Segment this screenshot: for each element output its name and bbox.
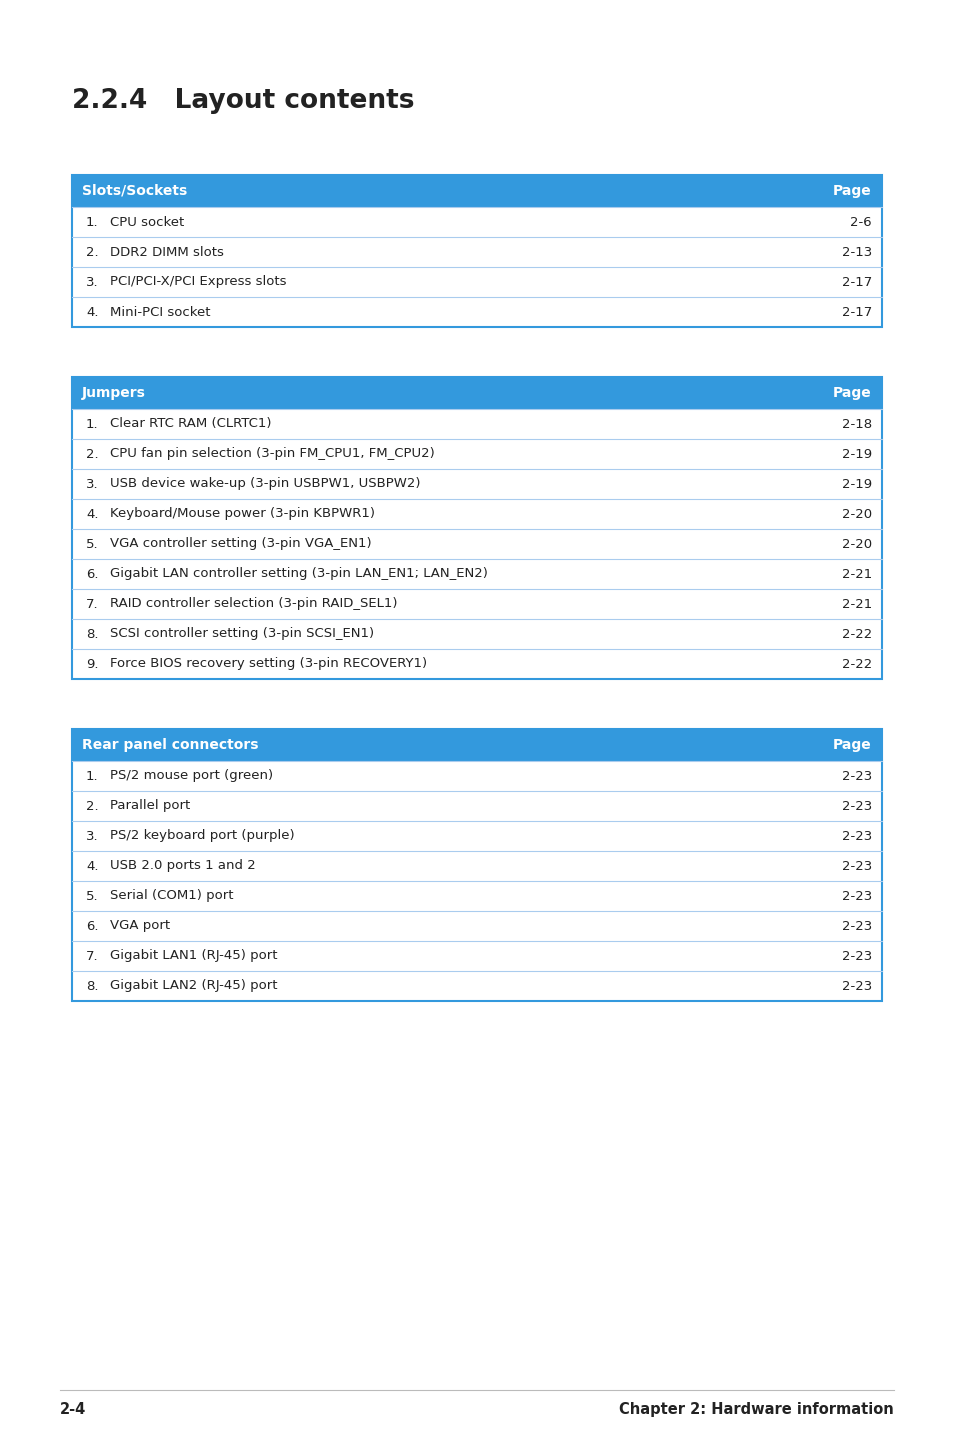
Text: 2.: 2. bbox=[86, 447, 98, 460]
Text: Gigabit LAN2 (RJ-45) port: Gigabit LAN2 (RJ-45) port bbox=[110, 979, 277, 992]
Text: Force BIOS recovery setting (3-pin RECOVERY1): Force BIOS recovery setting (3-pin RECOV… bbox=[110, 657, 427, 670]
Text: 2-21: 2-21 bbox=[841, 598, 871, 611]
Text: RAID controller selection (3-pin RAID_SEL1): RAID controller selection (3-pin RAID_SE… bbox=[110, 598, 397, 611]
Text: 4.: 4. bbox=[86, 508, 98, 521]
Bar bbox=[71, 729, 882, 1001]
Text: Chapter 2: Hardware information: Chapter 2: Hardware information bbox=[618, 1402, 893, 1416]
Text: 5.: 5. bbox=[86, 890, 98, 903]
Text: 2-4: 2-4 bbox=[60, 1402, 86, 1416]
Text: 2-22: 2-22 bbox=[841, 657, 871, 670]
Text: 2-20: 2-20 bbox=[841, 508, 871, 521]
Text: DDR2 DIMM slots: DDR2 DIMM slots bbox=[110, 246, 224, 259]
Bar bbox=[71, 729, 882, 761]
Text: Slots/Sockets: Slots/Sockets bbox=[82, 184, 187, 198]
Text: 2.: 2. bbox=[86, 800, 98, 812]
Text: Gigabit LAN controller setting (3-pin LAN_EN1; LAN_EN2): Gigabit LAN controller setting (3-pin LA… bbox=[110, 568, 487, 581]
Text: PCI/PCI-X/PCI Express slots: PCI/PCI-X/PCI Express slots bbox=[110, 276, 286, 289]
Text: USB 2.0 ports 1 and 2: USB 2.0 ports 1 and 2 bbox=[110, 860, 255, 873]
Text: 1.: 1. bbox=[86, 417, 98, 430]
Text: Parallel port: Parallel port bbox=[110, 800, 190, 812]
Text: Serial (COM1) port: Serial (COM1) port bbox=[110, 890, 233, 903]
Text: 7.: 7. bbox=[86, 598, 98, 611]
Text: 2-17: 2-17 bbox=[841, 305, 871, 318]
Text: VGA controller setting (3-pin VGA_EN1): VGA controller setting (3-pin VGA_EN1) bbox=[110, 538, 372, 551]
Text: 1.: 1. bbox=[86, 216, 98, 229]
Text: 3.: 3. bbox=[86, 276, 98, 289]
Text: VGA port: VGA port bbox=[110, 919, 170, 932]
Text: Clear RTC RAM (CLRTC1): Clear RTC RAM (CLRTC1) bbox=[110, 417, 272, 430]
Text: Page: Page bbox=[832, 385, 871, 400]
Text: Rear panel connectors: Rear panel connectors bbox=[82, 738, 258, 752]
Text: PS/2 keyboard port (purple): PS/2 keyboard port (purple) bbox=[110, 830, 294, 843]
Text: 3.: 3. bbox=[86, 830, 98, 843]
Text: CPU socket: CPU socket bbox=[110, 216, 184, 229]
Text: Page: Page bbox=[832, 738, 871, 752]
Text: 2-23: 2-23 bbox=[841, 800, 871, 812]
Text: USB device wake-up (3-pin USBPW1, USBPW2): USB device wake-up (3-pin USBPW1, USBPW2… bbox=[110, 477, 420, 490]
Text: 8.: 8. bbox=[86, 979, 98, 992]
Text: Mini-PCI socket: Mini-PCI socket bbox=[110, 305, 211, 318]
Text: 2-17: 2-17 bbox=[841, 276, 871, 289]
Text: 8.: 8. bbox=[86, 627, 98, 640]
Text: 2-23: 2-23 bbox=[841, 830, 871, 843]
Text: 2.2.4   Layout contents: 2.2.4 Layout contents bbox=[71, 88, 414, 114]
Text: 2-23: 2-23 bbox=[841, 860, 871, 873]
Text: 2-13: 2-13 bbox=[841, 246, 871, 259]
Text: Page: Page bbox=[832, 184, 871, 198]
Text: 2-23: 2-23 bbox=[841, 769, 871, 782]
Text: 6.: 6. bbox=[86, 568, 98, 581]
Text: 9.: 9. bbox=[86, 657, 98, 670]
Text: 7.: 7. bbox=[86, 949, 98, 962]
Bar bbox=[71, 377, 882, 679]
Text: 6.: 6. bbox=[86, 919, 98, 932]
Text: 5.: 5. bbox=[86, 538, 98, 551]
Text: 2-21: 2-21 bbox=[841, 568, 871, 581]
Text: 2-22: 2-22 bbox=[841, 627, 871, 640]
Text: Jumpers: Jumpers bbox=[82, 385, 146, 400]
Text: 2-19: 2-19 bbox=[841, 477, 871, 490]
Text: PS/2 mouse port (green): PS/2 mouse port (green) bbox=[110, 769, 273, 782]
Bar bbox=[71, 377, 882, 408]
Text: 2-23: 2-23 bbox=[841, 890, 871, 903]
Text: 2-23: 2-23 bbox=[841, 949, 871, 962]
Text: 2.: 2. bbox=[86, 246, 98, 259]
Text: CPU fan pin selection (3-pin FM_CPU1, FM_CPU2): CPU fan pin selection (3-pin FM_CPU1, FM… bbox=[110, 447, 435, 460]
Text: 2-19: 2-19 bbox=[841, 447, 871, 460]
Text: 2-6: 2-6 bbox=[849, 216, 871, 229]
Bar bbox=[71, 175, 882, 207]
Text: 4.: 4. bbox=[86, 860, 98, 873]
Text: 4.: 4. bbox=[86, 305, 98, 318]
Text: 3.: 3. bbox=[86, 477, 98, 490]
Text: 2-18: 2-18 bbox=[841, 417, 871, 430]
Text: Gigabit LAN1 (RJ-45) port: Gigabit LAN1 (RJ-45) port bbox=[110, 949, 277, 962]
Text: Keyboard/Mouse power (3-pin KBPWR1): Keyboard/Mouse power (3-pin KBPWR1) bbox=[110, 508, 375, 521]
Bar bbox=[71, 175, 882, 326]
Text: 2-20: 2-20 bbox=[841, 538, 871, 551]
Text: 2-23: 2-23 bbox=[841, 979, 871, 992]
Text: SCSI controller setting (3-pin SCSI_EN1): SCSI controller setting (3-pin SCSI_EN1) bbox=[110, 627, 374, 640]
Text: 1.: 1. bbox=[86, 769, 98, 782]
Text: 2-23: 2-23 bbox=[841, 919, 871, 932]
